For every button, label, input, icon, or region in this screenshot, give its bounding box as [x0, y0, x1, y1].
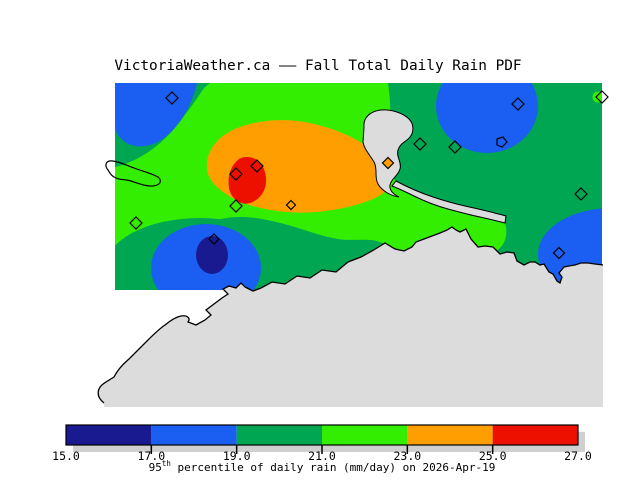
colorbar-seg-5	[407, 425, 493, 445]
inlet-water-mask	[362, 109, 414, 198]
colorbar-seg-2	[151, 425, 237, 445]
colorbar-seg-3	[236, 425, 322, 445]
small-island-outline	[496, 136, 508, 148]
colorbar-seg-1	[66, 425, 152, 445]
channel-water-mask	[391, 180, 507, 224]
station-marker	[413, 137, 427, 151]
station-markers	[129, 90, 609, 260]
station-marker	[574, 187, 588, 201]
station-marker	[250, 159, 264, 173]
caption-base: 95	[149, 461, 162, 474]
low-core-under-17	[196, 236, 228, 274]
colorbar-caption: 95th percentile of daily rain (mm/day) o…	[149, 459, 496, 474]
green-spot-east-edge	[592, 91, 602, 103]
coastline	[97, 226, 604, 404]
station-marker	[448, 140, 462, 154]
station-marker	[229, 199, 243, 213]
station-marker	[229, 167, 243, 181]
station-marker	[511, 97, 525, 111]
colorbar-tick-label: 19.0	[223, 449, 251, 463]
colorbar-tick-label: 17.0	[137, 449, 165, 463]
sooke-basin-outline	[105, 160, 161, 187]
colorbar-seg-6	[492, 425, 578, 445]
colorbar-tick-label: 25.0	[479, 449, 507, 463]
colorbar: 15.0 17.0 19.0 21.0 23.0 25.0 27.0 95th …	[52, 424, 592, 474]
colorbar-seg-4	[322, 425, 408, 445]
colorbar-tick-label: 21.0	[308, 449, 336, 463]
peak-over-25	[228, 157, 267, 204]
station-marker	[129, 216, 143, 230]
station-marker	[208, 233, 220, 245]
station-marker	[165, 91, 179, 105]
colorbar-tick-label: 27.0	[564, 449, 592, 463]
station-marker	[381, 156, 395, 170]
station-marker	[285, 199, 297, 211]
strait-water-mask	[98, 227, 604, 407]
station-marker	[552, 246, 566, 260]
caption-rest: percentile of daily rain (mm/day) on 202…	[171, 461, 496, 474]
colorbar-tick-label: 23.0	[393, 449, 421, 463]
caption-superscript: th	[162, 459, 171, 468]
station-marker	[595, 90, 609, 104]
plot-title: VictoriaWeather.ca –– Fall Total Daily R…	[114, 58, 521, 74]
colorbar-tick-label: 15.0	[52, 449, 80, 463]
low-17-19-northeast	[436, 83, 538, 153]
